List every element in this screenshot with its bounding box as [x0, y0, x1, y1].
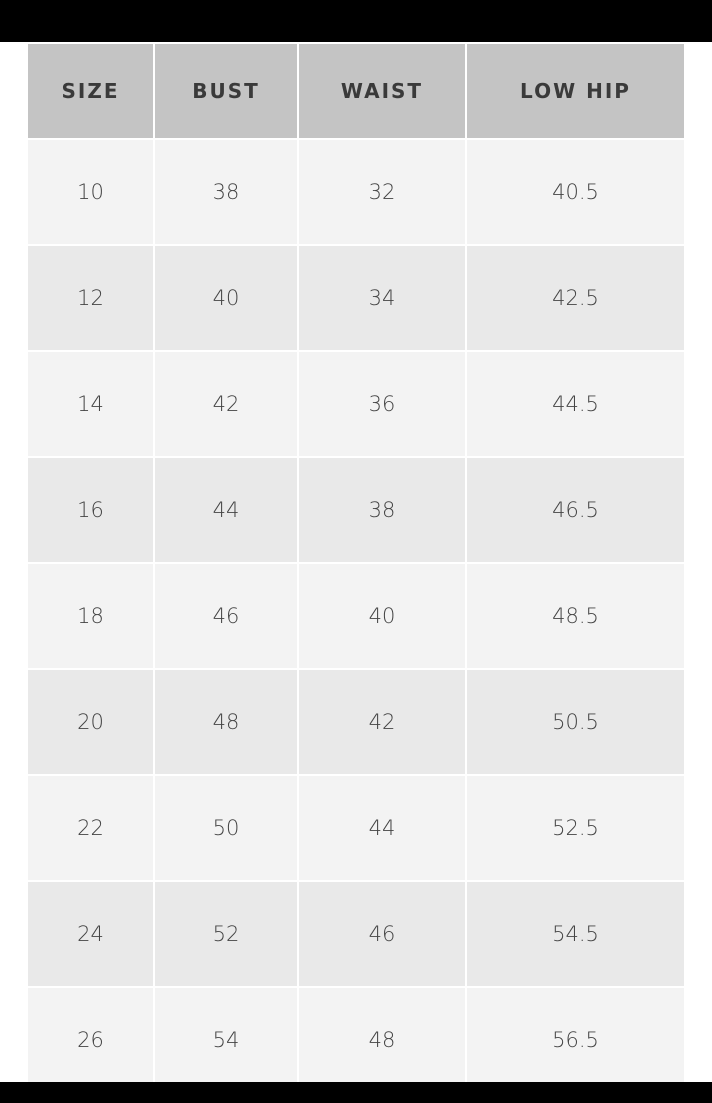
- table-row: 26 54 48 56.5: [28, 988, 684, 1092]
- table-row: 20 48 42 50.5: [28, 670, 684, 774]
- cell-waist: 36: [299, 352, 465, 456]
- cell-low-hip: 40.5: [467, 140, 684, 244]
- cell-waist: 48: [299, 988, 465, 1092]
- cell-low-hip: 46.5: [467, 458, 684, 562]
- cell-bust: 46: [155, 564, 297, 668]
- cell-low-hip: 52.5: [467, 776, 684, 880]
- cell-size: 26: [28, 988, 153, 1092]
- cell-low-hip: 42.5: [467, 246, 684, 350]
- cell-waist: 44: [299, 776, 465, 880]
- cell-waist: 38: [299, 458, 465, 562]
- cell-size: 24: [28, 882, 153, 986]
- cell-size: 12: [28, 246, 153, 350]
- cell-waist: 34: [299, 246, 465, 350]
- cell-bust: 42: [155, 352, 297, 456]
- header-waist: WAIST: [299, 44, 465, 138]
- cell-waist: 46: [299, 882, 465, 986]
- cell-low-hip: 44.5: [467, 352, 684, 456]
- cell-low-hip: 50.5: [467, 670, 684, 774]
- cell-bust: 38: [155, 140, 297, 244]
- table-row: 18 46 40 48.5: [28, 564, 684, 668]
- header-row: SIZE BUST WAIST LOW HIP: [28, 44, 684, 138]
- table-row: 14 42 36 44.5: [28, 352, 684, 456]
- cell-waist: 40: [299, 564, 465, 668]
- cell-waist: 42: [299, 670, 465, 774]
- cell-bust: 54: [155, 988, 297, 1092]
- size-chart-table: SIZE BUST WAIST LOW HIP 10 38 32 40.5 12 40 34…: [26, 42, 686, 1094]
- cell-low-hip: 56.5: [467, 988, 684, 1092]
- cell-bust: 48: [155, 670, 297, 774]
- cell-waist: 32: [299, 140, 465, 244]
- top-bar: [0, 0, 712, 42]
- cell-bust: 40: [155, 246, 297, 350]
- cell-size: 18: [28, 564, 153, 668]
- cell-bust: 44: [155, 458, 297, 562]
- header-size: SIZE: [28, 44, 153, 138]
- cell-low-hip: 54.5: [467, 882, 684, 986]
- cell-size: 20: [28, 670, 153, 774]
- table-row: 12 40 34 42.5: [28, 246, 684, 350]
- table-row: 10 38 32 40.5: [28, 140, 684, 244]
- cell-low-hip: 48.5: [467, 564, 684, 668]
- table-row: 16 44 38 46.5: [28, 458, 684, 562]
- bottom-bar: [0, 1082, 712, 1103]
- cell-bust: 52: [155, 882, 297, 986]
- cell-size: 16: [28, 458, 153, 562]
- header-bust: BUST: [155, 44, 297, 138]
- cell-size: 14: [28, 352, 153, 456]
- table-row: 22 50 44 52.5: [28, 776, 684, 880]
- header-low-hip: LOW HIP: [467, 44, 684, 138]
- cell-bust: 50: [155, 776, 297, 880]
- table-row: 24 52 46 54.5: [28, 882, 684, 986]
- cell-size: 22: [28, 776, 153, 880]
- cell-size: 10: [28, 140, 153, 244]
